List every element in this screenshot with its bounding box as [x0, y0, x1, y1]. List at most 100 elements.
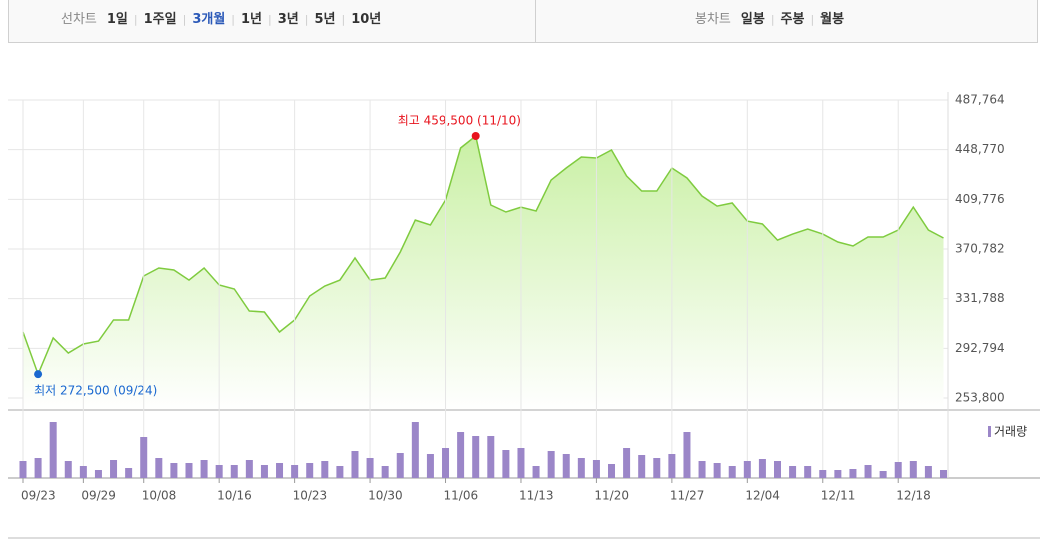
- volume-bar: [472, 436, 480, 478]
- x-tick-label: 09/29: [81, 489, 116, 503]
- volume-bar: [517, 448, 525, 478]
- line-chart-group: 선차트 1일 | 1주일 | 3개월 | 1년 | 3년 | 5년 | 10년: [61, 0, 381, 42]
- volume-bar: [834, 470, 842, 478]
- period-tab[interactable]: 3년: [277, 12, 299, 27]
- y-tick-label: 370,782: [955, 242, 1005, 256]
- volume-bar: [34, 458, 42, 478]
- volume-bar: [336, 466, 344, 478]
- volume-bar: [894, 462, 902, 478]
- x-tick-label: 11/13: [519, 489, 554, 503]
- price-area: [23, 136, 944, 410]
- volume-bar: [366, 458, 374, 478]
- y-tick-label: 331,788: [955, 291, 1005, 305]
- separator: |: [231, 13, 235, 26]
- volume-bar: [909, 461, 917, 478]
- toolbar: 선차트 1일 | 1주일 | 3개월 | 1년 | 3년 | 5년 | 10년 봉차트 일봉 | 주봉 | 월봉: [8, 0, 1038, 43]
- x-tick-label: 12/04: [745, 489, 780, 503]
- separator: |: [182, 13, 187, 26]
- period-tab[interactable]: 10년: [351, 12, 382, 27]
- volume-bar: [532, 466, 540, 478]
- volume-bar: [577, 458, 585, 478]
- volume-bar: [155, 458, 163, 478]
- x-tick-label: 11/20: [594, 489, 629, 503]
- volume-bar: [306, 463, 314, 478]
- volume-bar: [638, 455, 646, 478]
- volume-bar: [804, 466, 812, 478]
- separator: |: [133, 13, 138, 26]
- volume-bar: [200, 460, 208, 478]
- volume-bar: [260, 465, 268, 478]
- candle-tab[interactable]: 주봉: [780, 12, 805, 27]
- volume-bar: [291, 465, 299, 478]
- volume-bar: [276, 463, 284, 478]
- x-tick-label: 12/18: [896, 489, 931, 503]
- volume-bar: [185, 463, 193, 478]
- separator: |: [341, 13, 346, 26]
- volume-bar: [457, 432, 465, 478]
- y-tick-label: 448,770: [955, 142, 1005, 156]
- volume-bar: [683, 432, 691, 478]
- volume-bar: [351, 451, 359, 478]
- x-tick-label: 11/27: [670, 489, 705, 503]
- volume-bar: [713, 463, 721, 478]
- legend-label: 거래량: [994, 425, 1027, 439]
- volume-bar: [110, 460, 118, 478]
- volume-bar: [879, 471, 887, 478]
- y-tick-label: 409,776: [955, 192, 1005, 206]
- x-tick-label: 10/08: [142, 489, 177, 503]
- period-tab[interactable]: 1주일: [143, 12, 177, 27]
- separator: |: [304, 13, 309, 26]
- volume-bar: [698, 461, 706, 478]
- separator: |: [770, 13, 775, 26]
- y-tick-label: 292,794: [955, 341, 1005, 355]
- volume-bar: [230, 465, 238, 478]
- volume-bar: [442, 448, 450, 478]
- volume-bar: [215, 465, 223, 478]
- volume-bar: [547, 451, 555, 478]
- x-tick-label: 10/30: [368, 489, 403, 503]
- y-tick-label: 487,764: [955, 93, 1005, 107]
- volume-bar: [924, 466, 932, 478]
- x-tick-label: 12/11: [821, 489, 856, 503]
- volume-bar: [396, 453, 404, 478]
- volume-bar: [743, 461, 751, 478]
- volume-bar: [487, 436, 495, 478]
- line-label: 선차트: [61, 12, 97, 27]
- volume-bar: [608, 464, 616, 478]
- volume-bar: [728, 466, 736, 478]
- separator: |: [810, 13, 815, 26]
- volume-bar: [79, 466, 87, 478]
- candle-tab[interactable]: 일봉: [740, 12, 765, 27]
- annotation-marker: [34, 370, 43, 379]
- volume-bar: [849, 469, 857, 478]
- volume-bar: [140, 437, 148, 478]
- volume-bar: [426, 454, 434, 478]
- volume-bar: [49, 422, 57, 478]
- divider: [535, 0, 536, 42]
- volume-bar: [562, 454, 570, 478]
- volume-bar: [19, 461, 27, 478]
- volume-bar: [321, 461, 329, 478]
- volume-bar: [592, 460, 600, 478]
- volume-bar: [758, 459, 766, 478]
- candle-label: 봉차트: [695, 12, 731, 27]
- x-tick-label: 09/23: [21, 489, 56, 503]
- volume-bar: [774, 461, 781, 478]
- volume-bar: [939, 470, 947, 478]
- volume-bar: [864, 465, 872, 478]
- x-tick-label: 11/06: [444, 489, 479, 503]
- volume-bar: [64, 461, 72, 478]
- volume-bar: [381, 466, 389, 478]
- period-tab[interactable]: 1년: [241, 12, 263, 27]
- x-tick-label: 10/16: [217, 489, 252, 503]
- period-tab[interactable]: 1일: [106, 12, 128, 27]
- period-tab[interactable]: 3개월: [192, 12, 226, 27]
- candle-chart-group: 봉차트 일봉 | 주봉 | 월봉: [695, 0, 844, 42]
- price-line: [22, 134, 944, 377]
- volume-bar: [125, 468, 133, 478]
- period-tab[interactable]: 5년: [314, 12, 336, 27]
- candle-tab[interactable]: 월봉: [820, 12, 845, 27]
- x-tick-label: 10/23: [293, 489, 328, 503]
- volume-bar: [668, 454, 676, 478]
